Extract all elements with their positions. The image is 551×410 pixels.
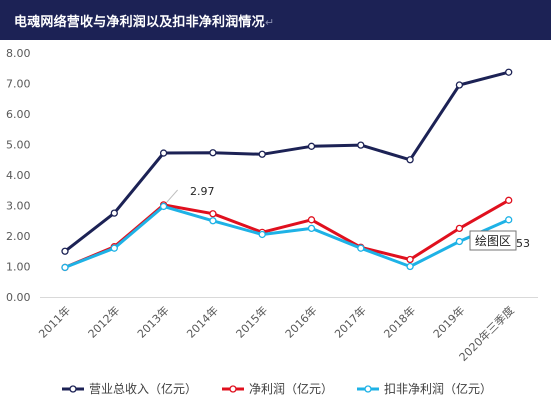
x-tick-label: 2018年 [381,303,418,340]
data-point[interactable] [406,262,414,271]
data-point[interactable] [159,149,168,157]
data-point[interactable] [406,255,414,264]
legend-label[interactable]: 营业总收入（亿元） [89,381,197,396]
legend-swatch-marker [364,385,372,393]
y-tick-label: 1.00 [6,261,31,274]
data-point[interactable] [61,263,69,272]
data-point[interactable] [307,224,316,233]
x-tick-label: 2017年 [331,303,368,340]
data-point[interactable] [455,81,464,89]
y-tick-label: 0.00 [6,291,31,304]
x-tick-label: 2019年 [430,303,467,340]
y-tick-label: 2.00 [6,230,31,243]
data-point[interactable] [505,196,513,204]
y-tick-label: 6.00 [6,108,31,121]
legend-label[interactable]: 净利润（亿元） [249,381,333,396]
data-point[interactable] [159,202,168,211]
data-point[interactable] [505,216,513,224]
data-label: 53 [516,237,530,250]
legend-swatch-marker [229,385,237,393]
x-tick-label: 2013年 [134,303,171,340]
data-point[interactable] [61,247,69,255]
y-tick-label: 8.00 [6,47,31,60]
data-point[interactable] [455,224,464,233]
series-line[interactable] [63,70,511,253]
legend-label[interactable]: 扣非净利润（亿元） [384,381,492,396]
title-bar: 电魂网络营收与净利润以及扣非净利润情况↵ [0,0,551,40]
data-point[interactable] [258,230,266,239]
x-tick-label: 2014年 [184,303,221,340]
tooltip-label: 绘图区 [475,233,511,248]
data-point[interactable] [209,217,217,225]
legend-swatch-marker [69,385,77,393]
x-tick-label: 2015年 [233,303,270,340]
y-tick-label: 7.00 [6,78,31,91]
data-point[interactable] [505,68,513,76]
annotation-leader-line [166,189,178,203]
data-point[interactable] [307,142,316,150]
data-point[interactable] [307,216,316,224]
x-tick-label: 2011年 [36,303,73,340]
y-tick-label: 3.00 [6,200,31,213]
y-tick-label: 4.00 [6,169,31,182]
data-point[interactable] [110,244,118,252]
paragraph-mark-icon: ↵ [264,16,275,29]
data-point[interactable] [357,141,365,149]
y-tick-label: 5.00 [6,139,31,152]
series-line[interactable] [63,204,511,269]
x-tick-label: 2012年 [85,303,122,340]
x-tick-label: 2016年 [282,303,319,340]
data-point[interactable] [357,244,365,252]
chart-title: 电魂网络营收与净利润以及扣非净利润情况 [14,15,265,30]
data-point[interactable] [209,210,217,218]
data-point[interactable] [406,156,414,164]
tooltip-box [469,230,517,251]
data-point[interactable] [258,150,266,158]
data-point[interactable] [209,149,217,157]
data-point[interactable] [110,209,118,217]
data-label: 2.97 [190,185,215,198]
data-point[interactable] [455,237,464,246]
